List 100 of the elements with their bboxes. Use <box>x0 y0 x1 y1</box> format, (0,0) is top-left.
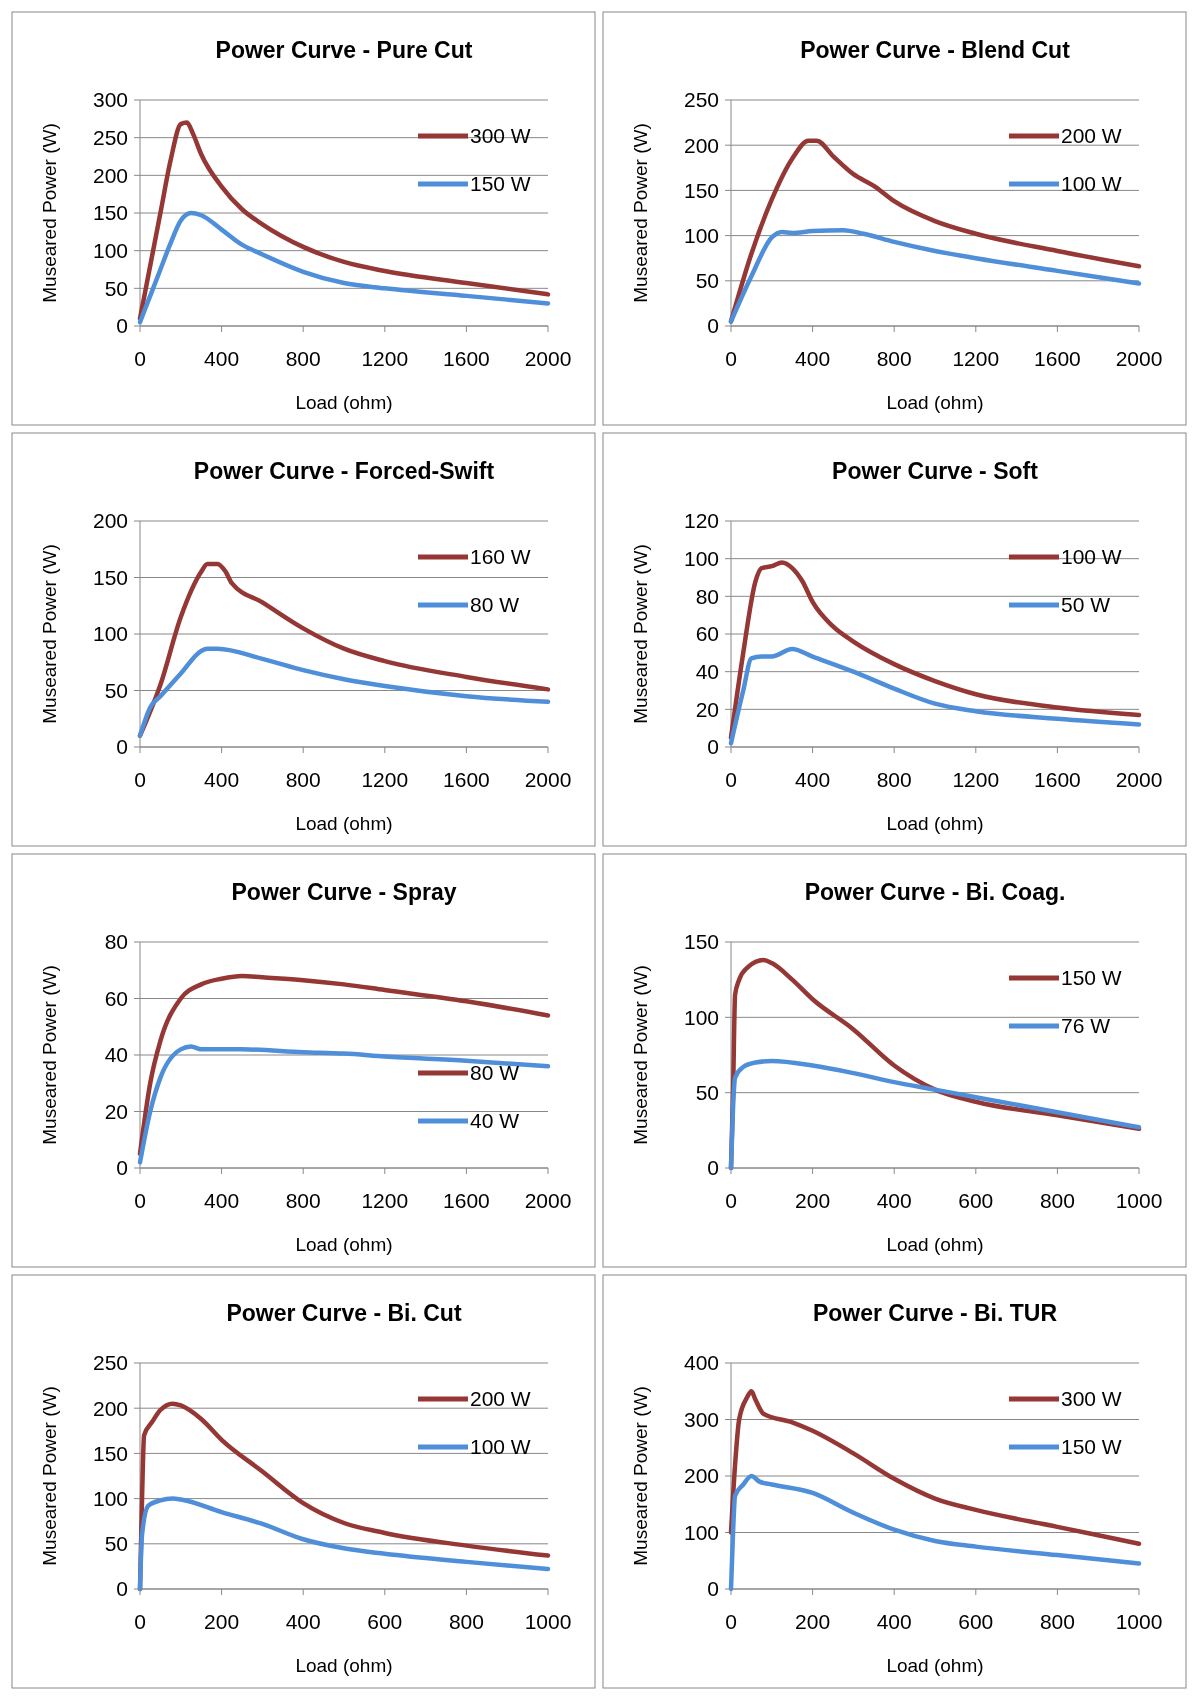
x-tick-label: 1600 <box>1034 347 1081 370</box>
x-tick-label: 2000 <box>524 1189 572 1212</box>
x-tick-label: 600 <box>367 1610 403 1633</box>
y-tick-label: 250 <box>683 88 719 112</box>
y-axis-title: Museared Power (W) <box>630 123 651 303</box>
chart-title: Power Curve - Bi. Coag. <box>804 879 1066 905</box>
x-tick-label: 1000 <box>524 1610 572 1633</box>
y-tick-label: 20 <box>695 697 719 721</box>
x-tick-label: 800 <box>285 347 321 370</box>
y-tick-label: 100 <box>683 223 719 247</box>
x-tick-label: 400 <box>795 347 831 370</box>
y-tick-label: 50 <box>104 678 128 702</box>
y-axis-title: Museared Power (W) <box>39 965 60 1145</box>
chart-title: Power Curve - Bi. TUR <box>812 1300 1058 1326</box>
y-tick-label: 120 <box>683 509 719 533</box>
y-tick-label: 150 <box>92 201 128 225</box>
y-tick-label: 50 <box>695 269 719 293</box>
legend-label: 80 W <box>470 593 520 617</box>
chart-title: Power Curve - Bi. Cut <box>226 1300 462 1326</box>
x-tick-label: 0 <box>134 768 146 791</box>
legend-label: 80 W <box>470 1061 520 1085</box>
chart-title: Power Curve - Spray <box>231 879 457 905</box>
y-tick-label: 200 <box>683 1464 719 1488</box>
legend-label: 200 W <box>470 1387 531 1411</box>
legend-label: 150 W <box>1061 966 1122 990</box>
x-tick-label: 200 <box>795 1610 831 1633</box>
x-axis-title: Load (ohm) <box>886 1234 984 1255</box>
y-tick-label: 0 <box>116 735 128 759</box>
y-tick-label: 100 <box>92 1486 128 1510</box>
x-tick-label: 1200 <box>952 347 1000 370</box>
y-tick-label: 0 <box>707 314 719 338</box>
y-tick-label: 250 <box>92 1351 128 1375</box>
y-tick-label: 60 <box>695 622 719 646</box>
x-axis-title: Load (ohm) <box>295 392 393 413</box>
y-tick-label: 150 <box>683 178 719 202</box>
x-tick-label: 400 <box>204 347 240 370</box>
x-tick-label: 400 <box>876 1610 912 1633</box>
x-tick-label: 600 <box>958 1189 994 1212</box>
y-tick-label: 60 <box>104 986 128 1010</box>
y-tick-label: 100 <box>683 1520 719 1544</box>
chart-title: Power Curve - Blend Cut <box>800 37 1071 63</box>
chart-title: Power Curve - Forced-Swift <box>193 458 495 484</box>
x-tick-label: 800 <box>285 1189 321 1212</box>
x-tick-label: 0 <box>725 768 737 791</box>
y-axis-title: Museared Power (W) <box>39 123 60 303</box>
y-tick-label: 0 <box>707 735 719 759</box>
x-tick-label: 0 <box>134 347 146 370</box>
y-tick-label: 100 <box>92 622 128 646</box>
line-series <box>137 120 551 321</box>
chart-title: Power Curve - Soft <box>832 458 1039 484</box>
legend-label: 100 W <box>1061 545 1122 569</box>
x-tick-label: 600 <box>958 1610 994 1633</box>
line-series <box>728 1389 1142 1547</box>
x-tick-label: 800 <box>1039 1610 1075 1633</box>
x-tick-label: 1200 <box>361 1189 409 1212</box>
y-tick-label: 50 <box>104 1532 128 1556</box>
x-tick-label: 0 <box>725 347 737 370</box>
x-tick-label: 1600 <box>443 768 490 791</box>
line-series <box>137 1044 551 1165</box>
x-tick-label: 0 <box>725 1189 737 1212</box>
y-tick-label: 200 <box>683 133 719 157</box>
y-tick-label: 200 <box>92 509 128 533</box>
legend-label: 50 W <box>1061 593 1111 617</box>
x-tick-label: 1200 <box>952 768 1000 791</box>
x-tick-label: 1000 <box>1115 1189 1163 1212</box>
y-tick-label: 0 <box>707 1577 719 1601</box>
y-tick-label: 80 <box>695 584 719 608</box>
y-axis-title: Museared Power (W) <box>39 544 60 724</box>
x-tick-label: 1000 <box>1115 1610 1163 1633</box>
x-tick-label: 800 <box>448 1610 484 1633</box>
y-tick-label: 20 <box>104 1099 128 1123</box>
x-tick-label: 200 <box>795 1189 831 1212</box>
y-tick-label: 100 <box>683 1005 719 1029</box>
y-axis-title: Museared Power (W) <box>39 1386 60 1566</box>
y-tick-label: 50 <box>104 276 128 300</box>
y-tick-label: 200 <box>92 163 128 187</box>
x-tick-label: 400 <box>795 768 831 791</box>
y-tick-label: 150 <box>92 565 128 589</box>
x-axis-title: Load (ohm) <box>886 392 984 413</box>
x-tick-label: 800 <box>876 347 912 370</box>
x-tick-label: 1200 <box>361 768 409 791</box>
legend-label: 200 W <box>1061 124 1122 148</box>
y-axis-title: Museared Power (W) <box>630 1386 651 1566</box>
x-tick-label: 400 <box>876 1189 912 1212</box>
y-axis-title: Museared Power (W) <box>630 965 651 1145</box>
y-tick-label: 300 <box>683 1407 719 1431</box>
x-tick-label: 200 <box>204 1610 240 1633</box>
y-tick-label: 200 <box>92 1396 128 1420</box>
chart-title: Power Curve - Pure Cut <box>215 37 473 63</box>
x-tick-label: 1600 <box>1034 768 1081 791</box>
x-tick-label: 2000 <box>524 347 572 370</box>
legend-label: 300 W <box>1061 1387 1122 1411</box>
y-tick-label: 0 <box>116 1156 128 1180</box>
legend-label: 100 W <box>470 1435 531 1459</box>
y-tick-label: 100 <box>683 547 719 571</box>
y-tick-label: 0 <box>707 1156 719 1180</box>
x-tick-label: 2000 <box>524 768 572 791</box>
legend-label: 40 W <box>470 1109 520 1133</box>
legend-label: 160 W <box>470 545 531 569</box>
y-tick-label: 250 <box>92 126 128 150</box>
